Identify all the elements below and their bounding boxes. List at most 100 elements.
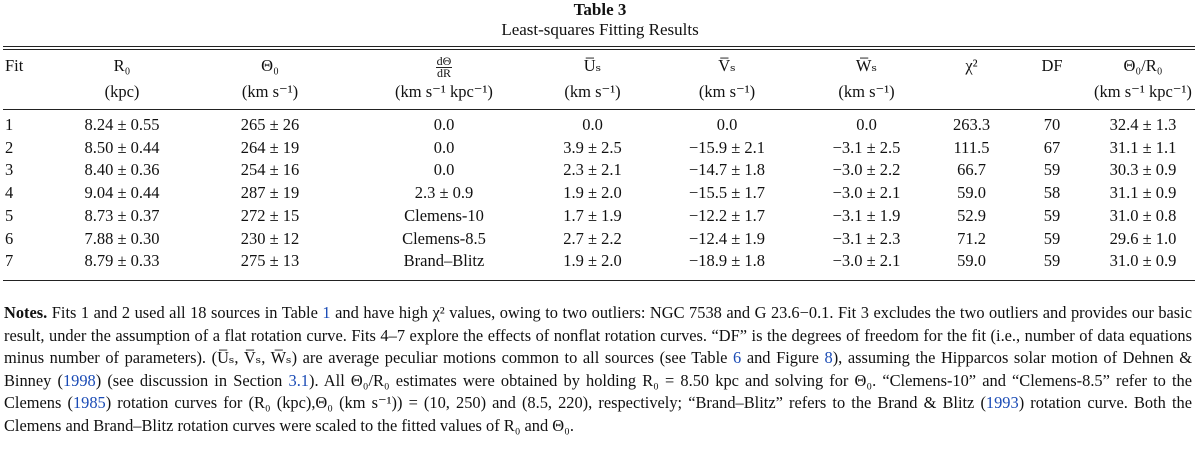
cell-df: 59 <box>1043 251 1061 271</box>
notes-text: ) (see discussion in Section <box>95 370 289 390</box>
unit-fit <box>3 79 58 104</box>
cell-theta0: 254 ± 16 <box>240 160 300 180</box>
cell-chi2: 59.0 <box>957 251 986 271</box>
table-header-rule <box>3 109 1195 110</box>
cell-ws: −3.0 ± 2.1 <box>832 251 901 271</box>
notes-body: Fits 1 and 2 used all 18 sources in Tabl… <box>4 303 1192 435</box>
reference-link[interactable]: 1 <box>322 303 331 322</box>
unit-r0: (kpc) <box>104 81 140 101</box>
cell-us: 2.7 ± 2.2 <box>563 228 622 248</box>
reference-link[interactable]: 8 <box>824 348 833 368</box>
cell-ratio: 30.3 ± 0.9 <box>1109 160 1177 180</box>
notes-text: ), assuming the Hipparcos solar motion o… <box>4 348 1192 390</box>
cell-us: 0.0 <box>582 115 603 134</box>
cell-chi2: 111.5 <box>953 137 990 157</box>
table-body: 1 8.24 ± 0.55 265 ± 26 0.0 0.0 0.0 0.0 263.3 70 3… <box>3 114 1195 273</box>
cell-vs: −12.4 ± 1.9 <box>688 228 766 248</box>
table-top-rule-second <box>3 49 1195 50</box>
unit-vs: (km s⁻¹) <box>698 81 756 101</box>
cell-vs: −15.5 ± 1.7 <box>688 183 766 203</box>
cell-chi2: 66.7 <box>957 160 986 180</box>
cell-dtheta-dr: 0.0 <box>433 115 455 134</box>
cell-dtheta-dr: 0.0 <box>433 160 455 180</box>
table-number: Table 3 <box>573 0 627 19</box>
col-header-ratio: Θ₀/R₀ <box>1123 56 1163 75</box>
cell-dtheta-dr: Brand–Blitz <box>403 251 485 271</box>
cell-us: 3.9 ± 2.5 <box>563 137 622 157</box>
col-header-us: U̅ₛ <box>583 56 602 75</box>
cell-df: 59 <box>1043 228 1061 248</box>
cell-ws: 0.0 <box>856 115 877 134</box>
table-header: Fit R₀ Θ₀ dΘ dR U̅ₛ V̅ₛ W̅ₛ χ² DF Θ₀/R₀ … <box>3 53 1195 104</box>
col-header-vs: V̅ₛ <box>718 56 736 75</box>
cell-us: 2.3 ± 2.1 <box>563 160 622 180</box>
col-header-chi2: χ² <box>965 56 978 75</box>
dtheta-dr-fraction: dΘ dR <box>435 53 453 80</box>
reference-link[interactable]: 1993 <box>985 393 1019 413</box>
table-bottom-rule <box>3 280 1195 281</box>
cell-ratio: 31.1 ± 0.9 <box>1109 183 1177 203</box>
table-top-rule <box>3 46 1195 47</box>
cell-dtheta-dr: Clemens-8.5 <box>402 228 486 248</box>
unit-us: (km s⁻¹) <box>564 81 621 101</box>
cell-vs: −18.9 ± 1.8 <box>688 251 766 271</box>
col-header-df: DF <box>1041 56 1063 75</box>
cell-theta0: 265 ± 26 <box>240 115 300 134</box>
cell-ratio: 31.0 ± 0.8 <box>1109 205 1177 225</box>
unit-ratio: (km s⁻¹ kpc⁻¹) <box>1094 81 1192 101</box>
cell-us: 1.7 ± 1.9 <box>563 205 622 225</box>
cell-ratio: 32.4 ± 1.3 <box>1109 115 1177 134</box>
cell-us: 1.9 ± 2.0 <box>563 251 622 271</box>
cell-theta0: 272 ± 15 <box>240 205 300 225</box>
reference-link[interactable]: 1998 <box>62 370 96 390</box>
cell-ws: −3.1 ± 2.3 <box>832 228 901 248</box>
cell-df: 70 <box>1043 115 1061 134</box>
table-rows: 1 8.24 ± 0.55 265 ± 26 0.0 0.0 0.0 0.0 263.3 70 3… <box>3 114 1195 273</box>
header-row-labels: Fit R₀ Θ₀ dΘ dR U̅ₛ V̅ₛ W̅ₛ χ² DF Θ₀/R₀ <box>3 53 1195 79</box>
cell-fit: 4 <box>5 183 14 203</box>
cell-df: 67 <box>1043 137 1061 157</box>
cell-ratio: 29.6 ± 1.0 <box>1109 228 1177 248</box>
cell-dtheta-dr: Clemens-10 <box>404 205 484 225</box>
cell-vs: −14.7 ± 1.8 <box>688 160 766 180</box>
unit-theta0: (km s⁻¹) <box>241 81 299 101</box>
table-row: 1 8.24 ± 0.55 265 ± 26 0.0 0.0 0.0 0.0 263.3 70 3… <box>3 114 1195 137</box>
cell-vs: 0.0 <box>716 115 738 134</box>
cell-us: 1.9 ± 2.0 <box>563 183 622 203</box>
cell-vs: −15.9 ± 2.1 <box>688 137 766 157</box>
cell-chi2: 71.2 <box>957 228 986 248</box>
reference-link[interactable]: 6 <box>733 348 742 368</box>
cell-dtheta-dr: 0.0 <box>433 137 455 157</box>
reference-link[interactable]: 1985 <box>72 393 106 413</box>
notes-text: and Figure <box>741 348 825 368</box>
col-header-fit: Fit <box>5 56 24 75</box>
cell-df: 59 <box>1043 205 1061 225</box>
cell-fit: 1 <box>5 115 14 134</box>
dtheta-dr-numerator: dΘ <box>435 53 453 68</box>
cell-r0: 9.04 ± 0.44 <box>84 183 160 203</box>
table-notes: Notes. Fits 1 and 2 used all 18 sources … <box>4 302 1192 438</box>
cell-ws: −3.1 ± 1.9 <box>832 205 901 225</box>
cell-theta0: 264 ± 19 <box>240 137 300 157</box>
cell-chi2: 52.9 <box>957 205 986 225</box>
col-header-dtheta-dr: dΘ dR <box>354 53 534 79</box>
cell-fit: 3 <box>5 160 14 180</box>
notes-text: ) rotation curves for (R₀ (kpc),Θ₀ (km s… <box>105 393 986 413</box>
cell-r0: 8.40 ± 0.36 <box>84 160 160 180</box>
unit-dtheta-dr: (km s⁻¹ kpc⁻¹) <box>395 81 493 101</box>
table-row: 7 8.79 ± 0.33 275 ± 13 Brand–Blitz 1.9 ± 2.0… <box>3 250 1195 273</box>
cell-fit: 7 <box>5 251 14 271</box>
col-header-r0: R₀ <box>113 56 131 75</box>
cell-r0: 8.79 ± 0.33 <box>84 251 160 271</box>
cell-r0: 7.88 ± 0.30 <box>84 228 160 248</box>
notes-text: ). All Θ₀/R₀ estimates were obtained by … <box>4 370 1193 413</box>
unit-chi2 <box>930 79 1013 104</box>
notes-text: ) rotation curve. Both the Clemens and B… <box>4 393 1192 435</box>
cell-df: 58 <box>1043 183 1061 203</box>
cell-ws: −3.0 ± 2.1 <box>832 183 901 203</box>
dtheta-dr-denominator: dR <box>436 65 451 80</box>
cell-df: 59 <box>1043 160 1061 180</box>
cell-dtheta-dr: 2.3 ± 0.9 <box>414 183 474 203</box>
cell-ratio: 31.1 ± 1.1 <box>1109 137 1177 157</box>
reference-link[interactable]: 3.1 <box>288 370 310 390</box>
